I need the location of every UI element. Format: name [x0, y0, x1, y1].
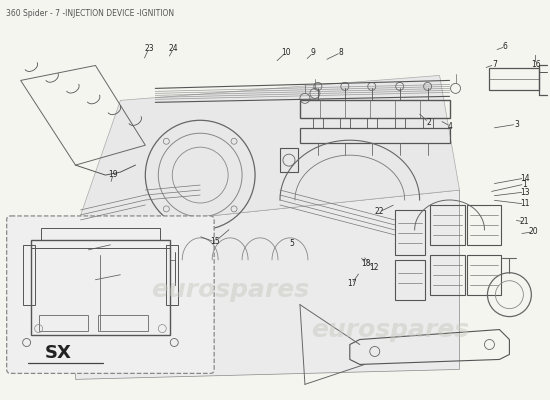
Text: 7: 7	[492, 60, 497, 69]
Bar	[466, 205, 502, 245]
Text: 8: 8	[338, 48, 343, 57]
Text: 360 Spider - 7 -INJECTION DEVICE -IGNITION: 360 Spider - 7 -INJECTION DEVICE -IGNITI…	[6, 9, 174, 18]
Text: 22: 22	[375, 208, 384, 216]
Text: eurospares: eurospares	[151, 278, 309, 302]
Text: 3: 3	[514, 120, 519, 129]
Text: 15: 15	[210, 237, 219, 246]
Text: 23: 23	[144, 44, 153, 53]
Bar	[280, 148, 298, 172]
Text: 6: 6	[503, 42, 508, 51]
Text: 24: 24	[169, 44, 178, 53]
Bar	[300, 100, 449, 118]
Bar	[340, 118, 350, 128]
Text: 21: 21	[520, 218, 529, 226]
Bar	[367, 118, 377, 128]
Text: 16: 16	[531, 60, 541, 69]
FancyBboxPatch shape	[7, 216, 214, 373]
Bar	[166, 245, 178, 305]
Text: 18: 18	[361, 259, 370, 268]
Text: 5: 5	[289, 239, 294, 248]
Bar	[395, 260, 425, 300]
Bar	[31, 240, 170, 334]
Bar	[395, 210, 425, 255]
Text: SX: SX	[45, 344, 72, 362]
Text: 20: 20	[528, 227, 538, 236]
Bar	[41, 228, 160, 240]
Bar	[300, 128, 449, 143]
Bar	[430, 255, 465, 295]
Bar	[98, 315, 148, 330]
Bar	[313, 118, 323, 128]
Polygon shape	[75, 190, 460, 379]
Text: 2: 2	[426, 118, 431, 127]
Bar	[23, 245, 35, 305]
Polygon shape	[75, 76, 460, 230]
Bar	[466, 255, 502, 295]
Text: 19: 19	[108, 170, 118, 178]
Bar	[395, 118, 405, 128]
Bar	[430, 205, 465, 245]
Text: 14: 14	[520, 174, 530, 182]
Text: 12: 12	[369, 263, 378, 272]
Text: 1: 1	[522, 180, 527, 188]
Text: 10: 10	[281, 48, 291, 57]
Text: 11: 11	[520, 200, 529, 208]
Bar	[422, 118, 433, 128]
Text: 9: 9	[311, 48, 316, 57]
Text: 17: 17	[347, 279, 356, 288]
Bar	[490, 68, 540, 90]
Text: 13: 13	[520, 188, 530, 196]
Text: 4: 4	[448, 122, 453, 131]
Bar	[39, 315, 89, 330]
Text: eurospares: eurospares	[311, 318, 469, 342]
